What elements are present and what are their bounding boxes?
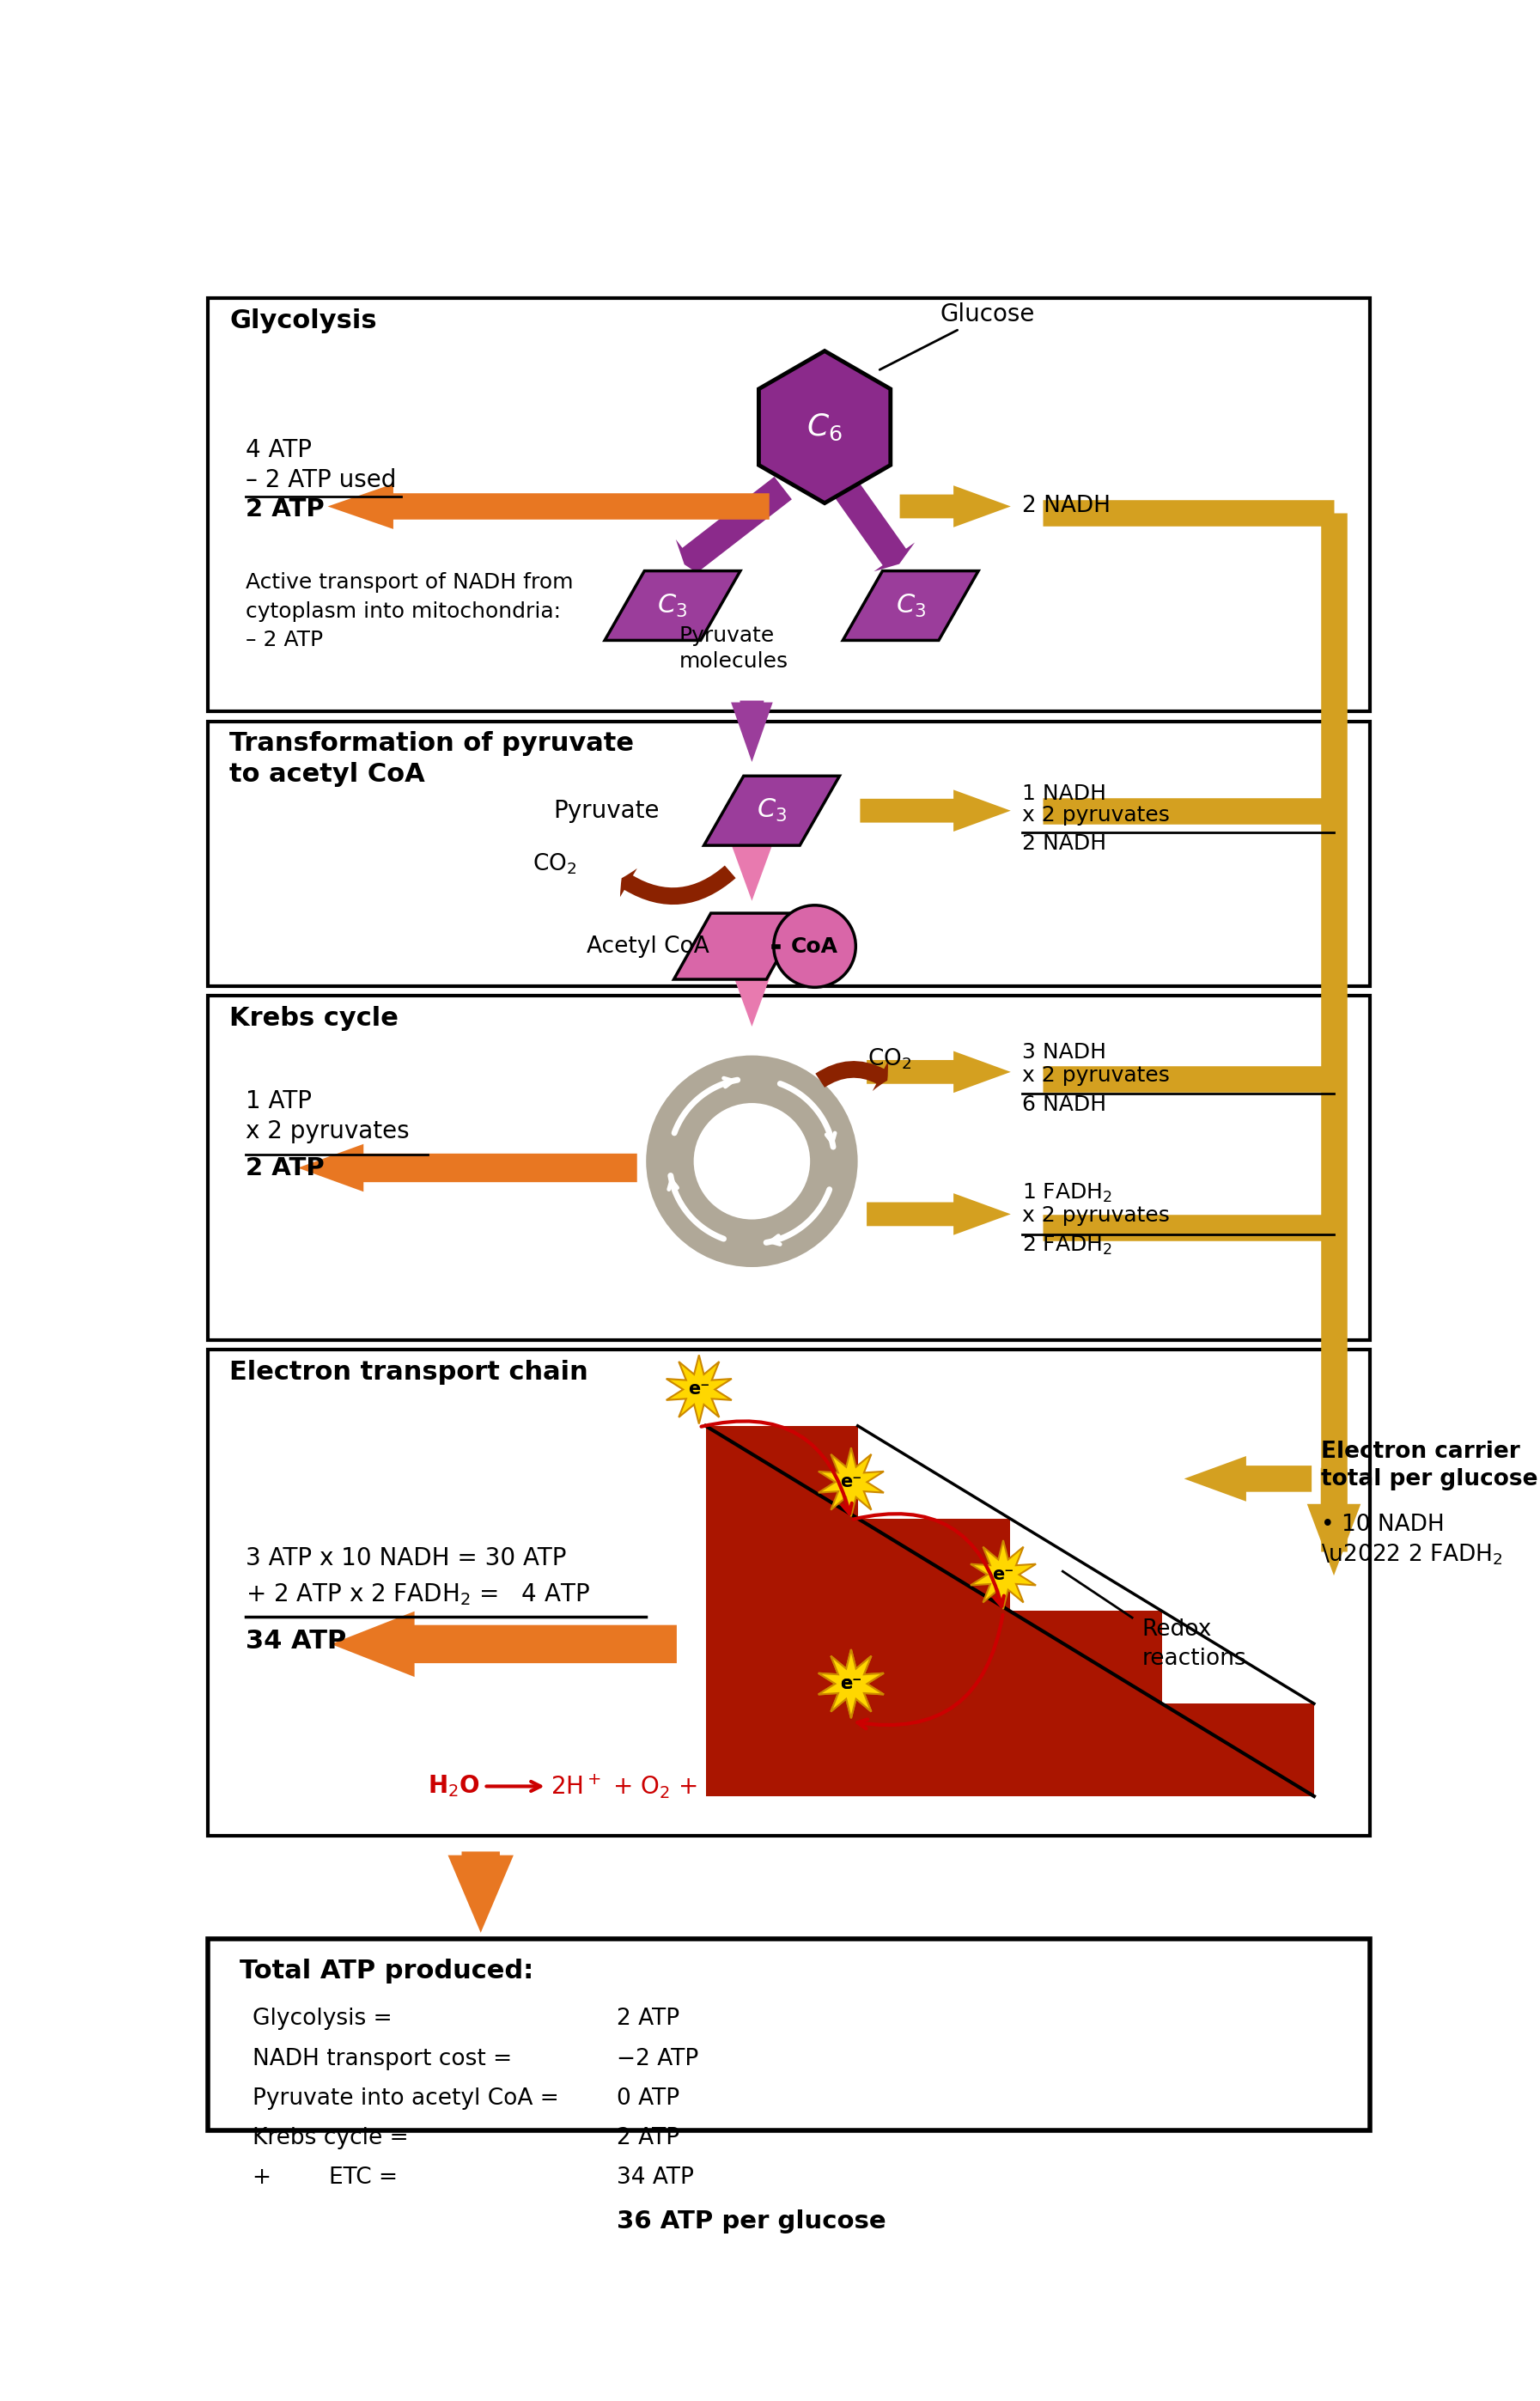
Text: Krebs cycle =: Krebs cycle = [253,2127,408,2149]
Polygon shape [705,1426,1314,1796]
Text: 36 ATP per glucose: 36 ATP per glucose [616,2209,886,2233]
Text: 2 NADH: 2 NADH [1021,495,1110,519]
Circle shape [693,1102,810,1220]
Text: 3 NADH: 3 NADH [1021,1042,1106,1061]
Text: 34 ATP: 34 ATP [246,1628,346,1654]
Bar [208,996,1371,1340]
Polygon shape [605,571,741,641]
Text: Total ATP produced:: Total ATP produced: [239,1959,533,1983]
Bar [208,1938,1371,2130]
Text: Acetyl CoA: Acetyl CoA [587,934,708,958]
Text: Glycolysis =: Glycolysis = [253,2007,393,2031]
Text: e⁻: e⁻ [841,1676,862,1693]
Text: x 2 pyruvates: x 2 pyruvates [1021,804,1169,826]
Text: Redox
reactions: Redox reactions [1143,1618,1247,1669]
Text: x 2 pyruvates: x 2 pyruvates [246,1119,410,1143]
Polygon shape [759,351,890,504]
Text: Glucose: Glucose [879,303,1035,370]
Text: Glycolysis: Glycolysis [229,307,377,334]
Text: 34 ATP: 34 ATP [616,2166,693,2190]
Text: Electron transport chain: Electron transport chain [229,1359,588,1385]
Text: • 10 NADH: • 10 NADH [1321,1515,1445,1537]
Polygon shape [842,571,978,641]
Text: $C_3$: $C_3$ [895,593,926,619]
Text: x 2 pyruvates: x 2 pyruvates [1021,1205,1169,1227]
Text: Krebs cycle: Krebs cycle [229,1006,399,1030]
Polygon shape [675,912,804,980]
Text: e⁻: e⁻ [992,1565,1013,1582]
Text: 2 ATP: 2 ATP [246,1155,325,1179]
Circle shape [773,905,856,987]
Text: 2 NADH: 2 NADH [1021,833,1106,855]
Text: 2H$^+$ + O$_2$ +: 2H$^+$ + O$_2$ + [550,1772,698,1801]
Text: \u2022 2 FADH$_2$: \u2022 2 FADH$_2$ [1321,1541,1503,1568]
Text: Pyruvate
molecules: Pyruvate molecules [679,627,788,672]
Text: CoA: CoA [792,936,838,956]
Bar [208,298,1371,711]
Text: 1 FADH$_2$: 1 FADH$_2$ [1021,1181,1112,1205]
Text: +        ETC =: + ETC = [253,2166,397,2190]
Text: 2 ATP: 2 ATP [616,2007,679,2031]
Polygon shape [704,776,839,845]
Text: 2 FADH$_2$: 2 FADH$_2$ [1021,1234,1112,1256]
Text: Pyruvate into acetyl CoA =: Pyruvate into acetyl CoA = [253,2086,559,2110]
Text: 1 ATP: 1 ATP [246,1090,313,1114]
Text: Pyruvate: Pyruvate [553,800,659,824]
Text: e⁻: e⁻ [841,1676,862,1693]
Text: CO$_2$: CO$_2$ [533,852,576,876]
Text: 0 ATP: 0 ATP [616,2086,679,2110]
Bar [208,1349,1371,1837]
Polygon shape [818,1649,884,1719]
Text: Electron carrier
total per glucose:: Electron carrier total per glucose: [1321,1441,1540,1491]
Text: x 2 pyruvates: x 2 pyruvates [1021,1066,1169,1085]
Polygon shape [818,1649,884,1719]
Text: $C_3$: $C_3$ [756,797,787,824]
Polygon shape [667,1354,732,1424]
Text: 3 ATP x 10 NADH = 30 ATP: 3 ATP x 10 NADH = 30 ATP [246,1546,567,1570]
Circle shape [647,1056,858,1268]
Text: Transformation of pyruvate
to acetyl CoA: Transformation of pyruvate to acetyl CoA [229,732,634,788]
Text: CO$_2$: CO$_2$ [867,1047,912,1071]
Bar [208,720,1371,987]
Text: – 2 ATP used: – 2 ATP used [246,468,397,492]
Polygon shape [818,1448,884,1517]
Text: + 2 ATP x 2 FADH$_2$ =   4 ATP: + 2 ATP x 2 FADH$_2$ = 4 ATP [246,1582,590,1606]
Text: e⁻: e⁻ [688,1381,710,1397]
Text: 4 ATP: 4 ATP [246,437,313,463]
Text: e⁻: e⁻ [841,1474,862,1491]
Polygon shape [970,1541,1036,1609]
Text: H$_2$O: H$_2$O [428,1774,480,1798]
Text: $C_3$: $C_3$ [658,593,688,619]
Text: 6 NADH: 6 NADH [1021,1095,1106,1116]
Text: 1 NADH: 1 NADH [1021,783,1106,804]
Text: 2 ATP: 2 ATP [616,2127,679,2149]
Text: −2 ATP: −2 ATP [616,2048,698,2070]
Text: NADH transport cost =: NADH transport cost = [253,2048,513,2070]
Text: $C_6$: $C_6$ [807,413,842,442]
Text: Active transport of NADH from
cytoplasm into mitochondria:
– 2 ATP: Active transport of NADH from cytoplasm … [246,571,573,651]
Text: 2 ATP: 2 ATP [246,497,325,521]
